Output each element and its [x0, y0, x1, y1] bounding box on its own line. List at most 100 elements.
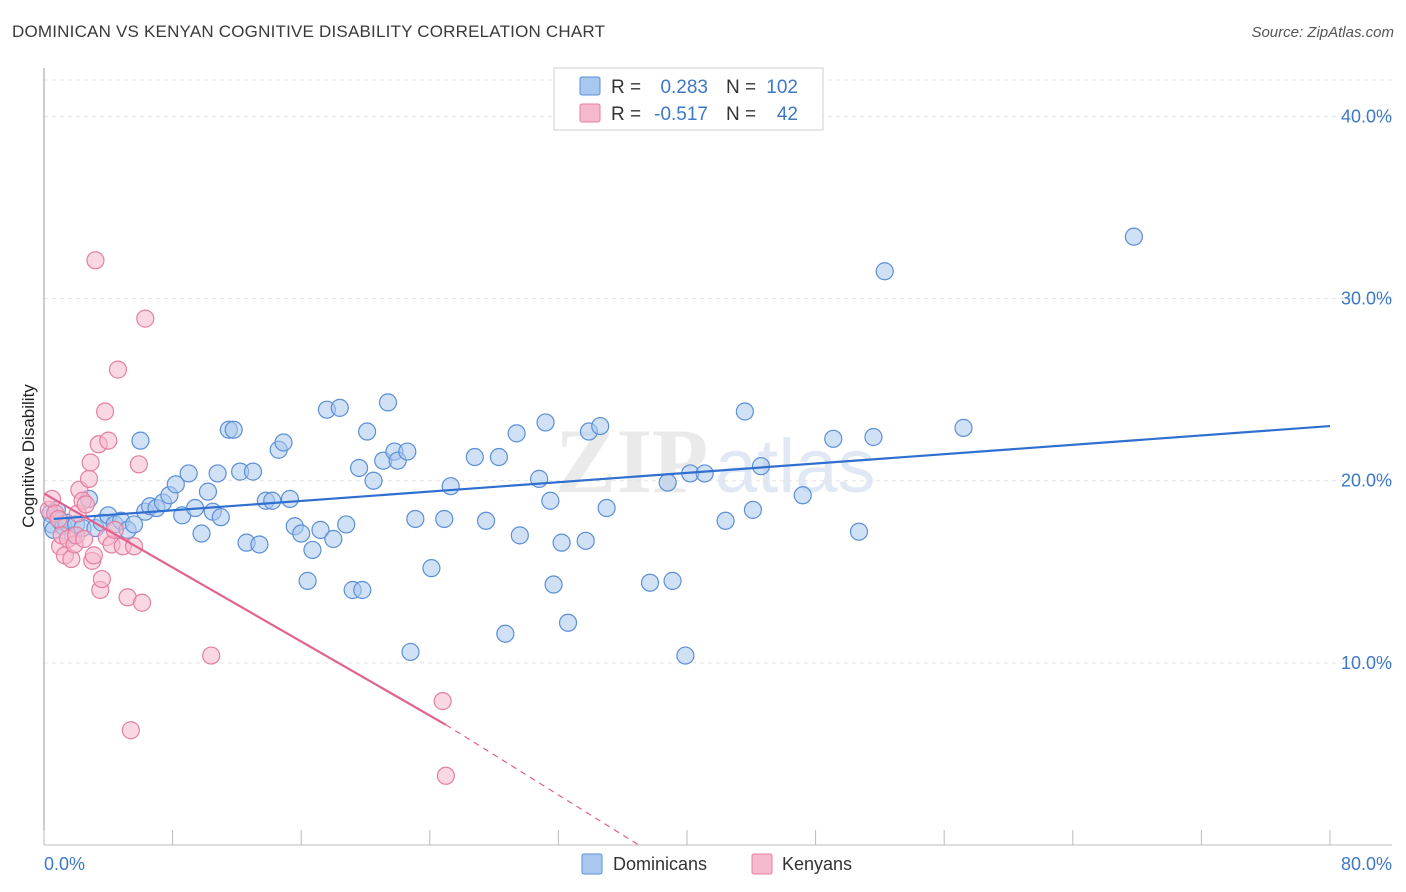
bottom-legend-swatch-kenyans	[751, 853, 773, 875]
dominican-point	[274, 433, 293, 452]
y-tick-label: 20.0%	[1341, 471, 1392, 491]
legend-r-label-2: R =	[611, 104, 641, 125]
correlation-legend: R = 0.283 N = 102 R = -0.517 N = 42	[553, 67, 824, 131]
dominican-point	[496, 624, 515, 643]
legend-n-value-2: 42	[777, 104, 798, 125]
legend-r-value-1: 0.283	[660, 77, 708, 98]
bottom-legend-label-kenyans: Kenyans	[782, 854, 852, 874]
dominican-point	[124, 515, 144, 534]
kenyans-points	[39, 251, 455, 785]
kenyan-point	[79, 469, 99, 488]
dominican-point	[695, 464, 714, 483]
dominican-point	[166, 475, 185, 494]
dominican-point	[422, 559, 441, 578]
dominican-point	[263, 491, 282, 510]
kenyans-trend-line	[43, 492, 447, 726]
dominican-point	[640, 573, 660, 592]
dominican-point	[558, 613, 578, 632]
dominican-point	[541, 491, 560, 510]
dominican-point	[536, 413, 555, 432]
y-tick-labels: 10.0% 20.0% 30.0% 40.0%	[1341, 106, 1392, 672]
legend-r-label-1: R =	[611, 77, 641, 98]
x-tick-label-min: 0.0%	[44, 854, 85, 874]
dominican-point	[330, 398, 349, 417]
kenyans-trend-line-extrapolated	[445, 724, 640, 846]
dominican-point	[198, 482, 218, 501]
dominican-point	[378, 393, 398, 412]
watermark-zip: ZIP	[555, 410, 708, 512]
dominican-point	[735, 402, 754, 421]
kenyan-point	[86, 251, 105, 270]
y-tick-label: 30.0%	[1341, 289, 1392, 309]
kenyan-point	[132, 593, 152, 612]
dominican-point	[591, 416, 610, 436]
dominican-point	[476, 511, 496, 530]
dominican-point	[676, 646, 695, 665]
dominican-point	[131, 431, 150, 450]
legend-swatch-dominicans	[579, 76, 601, 96]
kenyan-point	[99, 431, 118, 450]
dominican-point	[349, 458, 369, 478]
dominican-point	[489, 447, 509, 467]
y-tick-label: 40.0%	[1341, 106, 1392, 126]
dominican-point	[337, 515, 356, 534]
dominican-point	[292, 524, 311, 543]
dominican-point	[406, 509, 425, 529]
x-axis-ticks	[43, 830, 1331, 845]
kenyan-point	[75, 529, 94, 549]
dominican-point	[793, 486, 812, 505]
kenyan-point	[108, 360, 128, 379]
dominican-point	[441, 477, 460, 496]
kenyan-point	[76, 495, 95, 514]
dominican-point	[364, 471, 383, 490]
dominican-point	[954, 418, 973, 437]
legend-n-label-2: N =	[726, 104, 756, 125]
dominican-point	[358, 422, 377, 441]
dominican-point	[280, 489, 300, 509]
y-tick-label: 10.0%	[1341, 653, 1392, 673]
source-label: Source: ZipAtlas.com	[1251, 24, 1394, 41]
dominican-point	[544, 575, 563, 594]
dominican-point	[435, 509, 454, 529]
dominican-point	[398, 442, 417, 461]
kenyan-point	[436, 766, 455, 785]
kenyan-point	[84, 546, 103, 565]
dominican-point	[597, 498, 616, 518]
kenyan-point	[81, 453, 100, 472]
dominican-point	[192, 524, 211, 543]
dominican-point	[658, 473, 677, 492]
dominican-point	[864, 427, 883, 447]
dominican-point	[743, 500, 763, 519]
kenyan-point	[121, 721, 140, 740]
dominican-point	[401, 642, 420, 662]
dominican-point	[179, 464, 198, 483]
dominican-point	[1124, 227, 1143, 246]
dominican-point	[353, 580, 372, 600]
dominican-point	[211, 508, 230, 527]
legend-n-label-1: N =	[726, 77, 756, 98]
legend-n-value-1: 102	[766, 77, 798, 98]
trend-lines	[43, 424, 1331, 846]
dominican-point	[208, 464, 227, 483]
y-axis-label: Cognitive Disability	[19, 384, 38, 528]
dominican-point	[552, 533, 571, 552]
legend-swatch-kenyans	[579, 103, 601, 123]
x-tick-label-max: 80.0%	[1341, 854, 1392, 874]
kenyan-point	[202, 646, 221, 665]
watermark: ZIP atlas	[555, 410, 876, 512]
dominicans-trend-line	[53, 424, 1331, 521]
dominican-point	[465, 447, 484, 467]
dominican-point	[250, 535, 269, 554]
dominican-point	[663, 571, 682, 590]
dominican-point	[875, 262, 894, 281]
kenyan-point	[433, 692, 452, 711]
dominican-point	[224, 420, 243, 439]
dominican-point	[311, 520, 330, 539]
dominican-point	[716, 511, 735, 530]
dominican-point	[303, 540, 322, 560]
kenyan-point	[95, 402, 115, 421]
bottom-legend-swatch-dominicans	[581, 853, 603, 875]
bottom-legend-label-dominicans: Dominicans	[613, 854, 707, 874]
chart-title: DOMINICAN VS KENYAN COGNITIVE DISABILITY…	[12, 22, 606, 41]
